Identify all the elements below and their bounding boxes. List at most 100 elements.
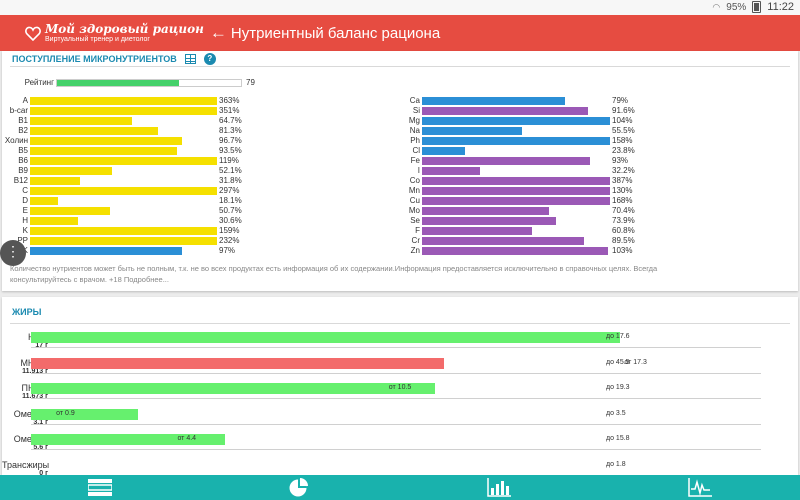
- fat-row: Омега-65.6 г от 4.4 до 15.8: [2, 432, 798, 458]
- fat-amount: 11.913 г: [22, 367, 48, 375]
- activity-nav-button[interactable]: [688, 478, 712, 497]
- vitamin-bar: [30, 217, 79, 225]
- fat-name: Омега-6: [2, 434, 48, 444]
- vitamin-value: 96.7%: [219, 136, 242, 145]
- mineral-value: 387%: [612, 176, 633, 185]
- micronutrients-title: ПОСТУПЛЕНИЕ МИКРОНУТРИЕНТОВ: [12, 54, 177, 64]
- fat-amount: 3.1 г: [33, 418, 48, 426]
- vitamin-row: B2 81.3%: [2, 126, 798, 136]
- mineral-label: Fe: [410, 156, 420, 165]
- vitamin-bar: [30, 127, 158, 135]
- mineral-value: 55.5%: [612, 126, 635, 135]
- mineral-row: Cr 89.5%: [2, 236, 798, 246]
- fat-row: Трансжиры 0 г до 1.8: [2, 458, 798, 475]
- wifi-icon: ◠: [712, 1, 721, 12]
- mineral-value: 93%: [612, 156, 629, 165]
- vitamin-value: 64.7%: [219, 116, 242, 125]
- mineral-bar: [422, 217, 556, 225]
- vitamin-row: A 363%: [2, 96, 798, 106]
- mineral-bar: [422, 237, 584, 245]
- mineral-row: Mn 130%: [2, 186, 798, 196]
- mineral-value: 60.8%: [612, 226, 635, 235]
- fat-baseline: [31, 372, 761, 374]
- disclaimer-text[interactable]: Количество нутриентов может быть не полн…: [10, 264, 658, 284]
- mineral-label: Mg: [408, 116, 420, 125]
- table-icon[interactable]: [184, 54, 196, 64]
- vitamin-bar: [30, 117, 132, 125]
- fat-baseline: [31, 423, 761, 425]
- mineral-value: 168%: [612, 196, 633, 205]
- vitamin-bar: [30, 97, 217, 105]
- mineral-label: Co: [409, 176, 420, 185]
- vitamin-value: 97%: [219, 246, 236, 255]
- rating-label: Рейтинг: [24, 78, 54, 87]
- pie-nav-button[interactable]: [286, 478, 310, 497]
- page-title: Нутриентный баланс рациона: [230, 24, 441, 42]
- mineral-row: Cl 23.8%: [2, 146, 798, 156]
- fat-min: от 10.5: [388, 384, 412, 391]
- mineral-value: 79%: [612, 96, 629, 105]
- vitamin-label: H: [22, 216, 28, 225]
- vitamin-bar: [30, 207, 110, 215]
- vitamin-value: 52.1%: [219, 166, 242, 175]
- diary-nav-button[interactable]: [88, 478, 112, 497]
- mineral-label: Cr: [411, 236, 420, 245]
- fat-baseline: [31, 398, 761, 399]
- vitamin-row: B5 93.5%: [2, 146, 798, 156]
- help-icon[interactable]: ?: [203, 53, 216, 65]
- mineral-bar: [422, 187, 610, 195]
- clock: 11:22: [767, 1, 794, 13]
- fat-min: от 0.9: [56, 409, 75, 417]
- fat-min: от 4.4: [177, 435, 197, 442]
- fat-min: от 17.3: [624, 358, 647, 366]
- mineral-bar: [422, 167, 481, 175]
- fat-name: Трансжиры: [2, 459, 50, 470]
- mineral-bar: [422, 247, 609, 255]
- bar-chart-icon: [487, 478, 511, 497]
- vitamin-row: PP 232%: [2, 236, 798, 246]
- mineral-label: F: [415, 226, 420, 235]
- fat-max: до 19.3: [606, 384, 630, 391]
- mineral-bar: [422, 147, 466, 155]
- vitamin-row: H 30.6%: [2, 216, 798, 226]
- mineral-row: Mg 104%: [2, 116, 798, 126]
- vitamin-row: E 50.7%: [2, 206, 798, 216]
- mineral-label: Na: [409, 126, 420, 135]
- vitamin-row: K 159%: [2, 226, 798, 236]
- back-arrow-icon[interactable]: ←: [209, 23, 227, 42]
- mineral-row: Mo 70.4%: [2, 206, 798, 216]
- status-bar: ◠ 95% 11:22: [0, 0, 800, 15]
- divider: [10, 323, 790, 324]
- mineral-bar: [422, 157, 591, 165]
- fat-max: до 15.8: [606, 435, 630, 442]
- vitamin-row: C 297%: [2, 186, 798, 196]
- vitamin-value: 31.8%: [219, 176, 242, 185]
- vitamin-bar: [30, 197, 59, 205]
- fat-bar: [31, 383, 436, 394]
- vitamin-bar: [30, 187, 217, 195]
- micronutrients-card: ПОСТУПЛЕНИЕ МИКРОНУТРИЕНТОВ ? Рейтинг 79…: [2, 51, 798, 291]
- vitamin-bar: [30, 237, 217, 245]
- vitamin-label: B1: [18, 116, 28, 125]
- mineral-row: F 60.8%: [2, 226, 798, 236]
- fat-amount: 11.673 г: [22, 393, 48, 400]
- bottom-navigation: [0, 475, 800, 500]
- vitamin-value: 50.7%: [219, 206, 242, 215]
- fat-bar: [31, 332, 620, 343]
- battery-icon: [752, 1, 762, 13]
- fat-baseline: [31, 347, 761, 348]
- vitamin-label: B12: [13, 176, 28, 185]
- fat-row: НЖК17 гдо 17.6: [2, 330, 798, 356]
- vitamin-label: B5: [18, 146, 28, 155]
- stats-nav-button[interactable]: [487, 478, 511, 497]
- heart-logo-icon: [25, 26, 41, 41]
- more-options-button[interactable]: ⋮: [0, 240, 26, 266]
- mineral-value: 32.2%: [612, 166, 635, 175]
- vitamin-row: B12 31.8%: [2, 176, 798, 186]
- vitamin-row: Холин 96.7%: [2, 136, 798, 146]
- mineral-label: Ph: [410, 136, 420, 145]
- vitamin-label: E: [22, 206, 28, 215]
- fats-card: ЖИРЫ НЖК17 гдо 17.6МНЖК11.913 гот 17.3до…: [2, 297, 798, 475]
- fat-amount: 17 г: [35, 342, 48, 349]
- mineral-row: Si 91.6%: [2, 106, 798, 116]
